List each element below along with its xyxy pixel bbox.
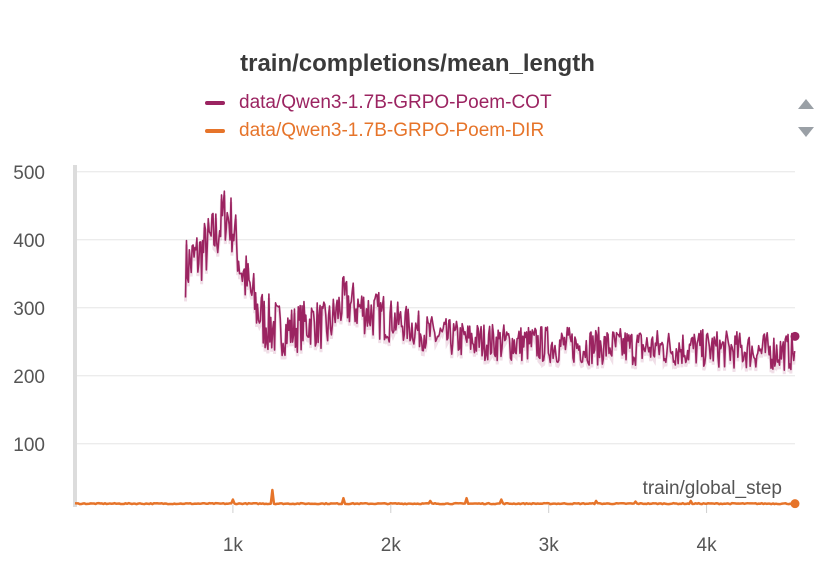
legend-swatch-cot xyxy=(205,100,225,105)
series-cot-line xyxy=(184,190,796,371)
legend-item-cot[interactable]: data/Qwen3-1.7B-GRPO-Poem-COT xyxy=(205,92,552,114)
series-cot-end-point xyxy=(790,331,800,341)
x-axis-title: train/global_step xyxy=(643,478,782,499)
y-tick-label: 300 xyxy=(13,299,45,320)
y-tick-label: 100 xyxy=(13,435,45,456)
x-tick-label: 4k xyxy=(697,535,718,556)
legend-scroll-up-icon[interactable] xyxy=(798,99,814,109)
y-tick-label: 200 xyxy=(13,367,45,388)
legend-item-dir[interactable]: data/Qwen3-1.7B-GRPO-Poem-DIR xyxy=(205,120,544,142)
legend-scroll-down-icon[interactable] xyxy=(798,127,814,137)
legend-label-dir: data/Qwen3-1.7B-GRPO-Poem-DIR xyxy=(239,120,545,141)
series-dir-end-point xyxy=(790,499,800,509)
x-tick-label: 2k xyxy=(381,535,402,556)
chart-title: train/completions/mean_length xyxy=(240,50,595,77)
y-tick-label: 400 xyxy=(13,231,45,252)
x-tick-label: 1k xyxy=(223,535,244,556)
series-dir-line xyxy=(74,488,796,506)
legend-label-cot: data/Qwen3-1.7B-GRPO-Poem-COT xyxy=(239,92,552,113)
x-tick-label: 3k xyxy=(539,535,560,556)
legend-swatch-dir xyxy=(205,128,225,133)
y-tick-label: 500 xyxy=(13,163,45,184)
